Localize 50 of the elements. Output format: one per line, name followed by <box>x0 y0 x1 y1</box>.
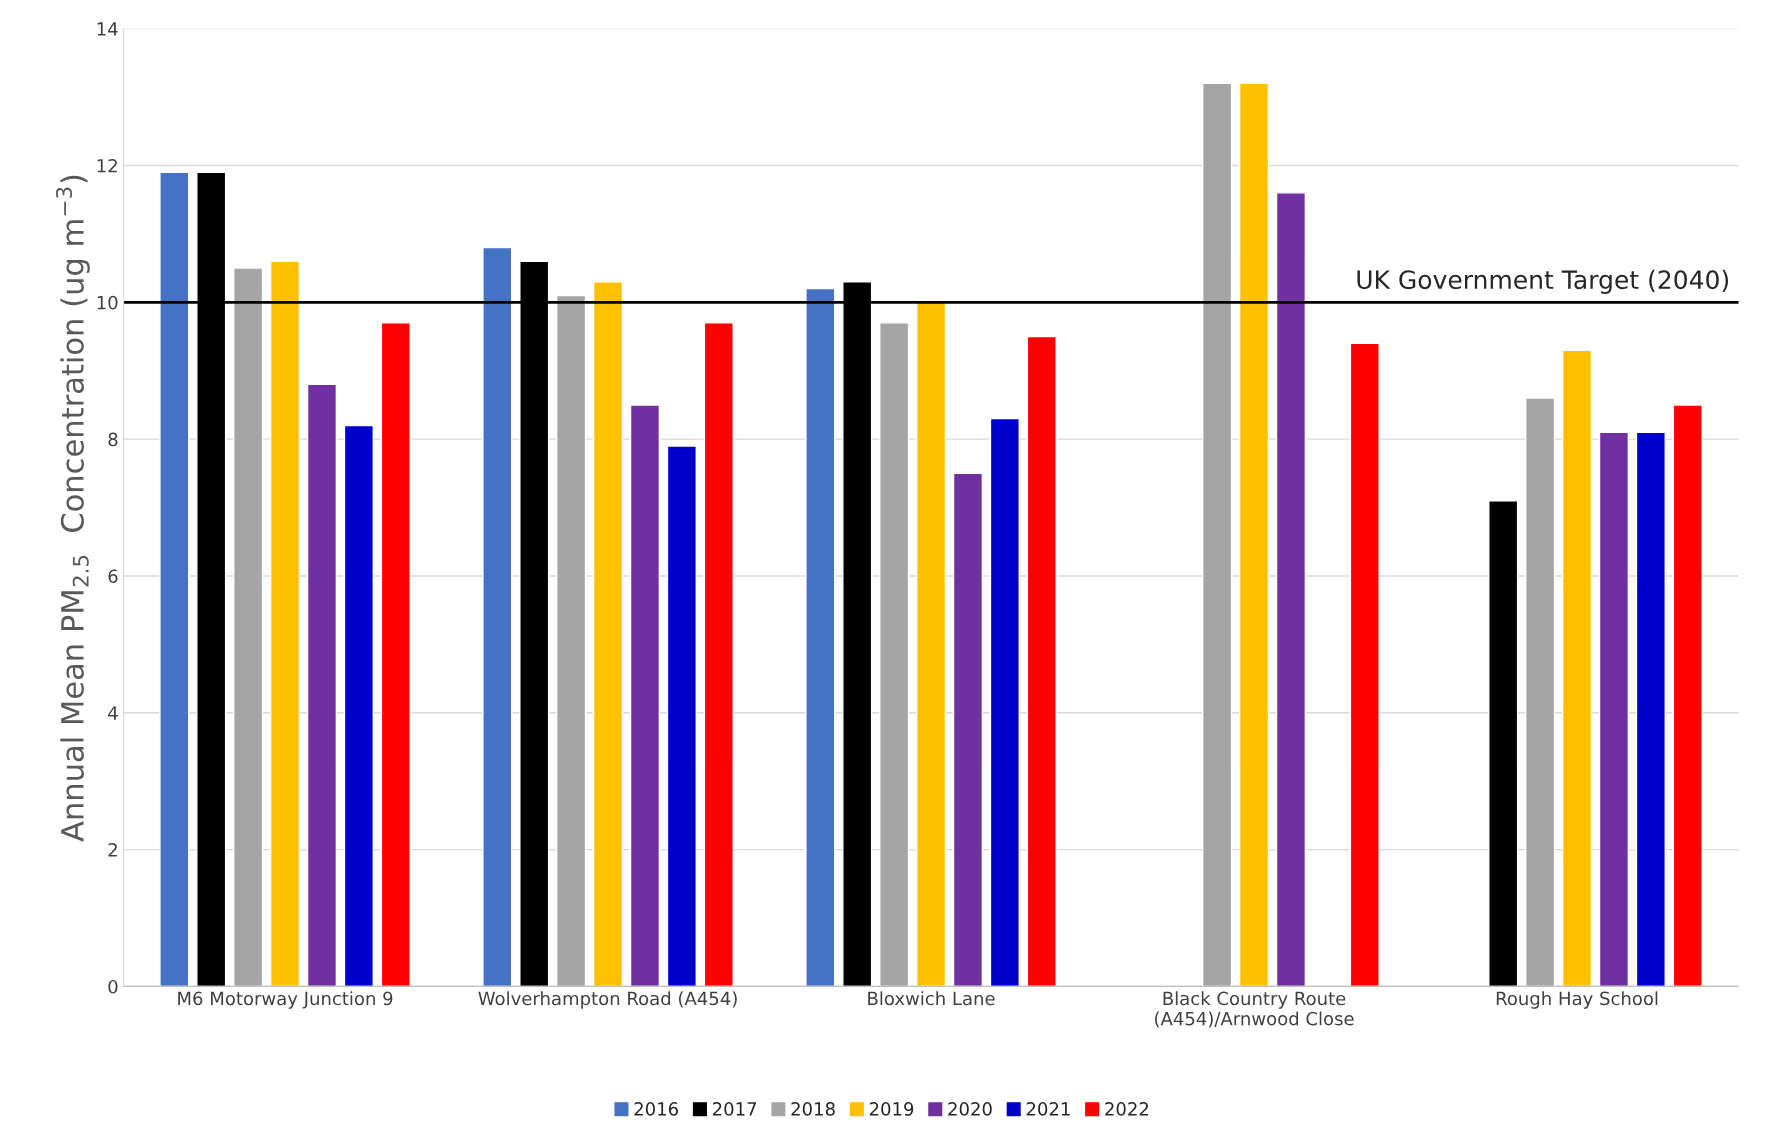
y-tick-label: 2 <box>108 843 117 857</box>
legend-label: 2018 <box>791 1102 835 1116</box>
x-tick-label: Bloxwich Lane <box>868 991 995 1006</box>
bar <box>233 267 264 987</box>
bar <box>159 171 190 987</box>
y-tick-label: 0 <box>108 979 118 994</box>
legend-label: 2017 <box>712 1102 757 1116</box>
y-tick-label: 6 <box>108 569 118 584</box>
bar <box>666 445 697 987</box>
x-tick-label: Wolverhampton Road (A454) <box>478 991 737 1009</box>
legend-label: 2016 <box>634 1102 679 1116</box>
ref-line-label: UK Government Target (2040) <box>1357 269 1729 294</box>
y-tick-label: 10 <box>97 295 118 310</box>
x-tick-label: Rough Hay School <box>1496 991 1658 1009</box>
bar <box>1026 335 1057 987</box>
bar <box>1525 397 1556 987</box>
bar <box>1635 431 1666 987</box>
bar <box>1275 192 1307 987</box>
x-tick-label: Black Country Route (A454)/Arnwood Close <box>1155 991 1354 1028</box>
bar <box>1561 349 1593 987</box>
legend-label: 2022 <box>1105 1102 1149 1116</box>
bar <box>380 322 411 987</box>
y-tick-label: 14 <box>97 22 118 36</box>
bar <box>1598 431 1630 987</box>
y-tick-label: 12 <box>97 158 117 173</box>
bar <box>879 322 910 987</box>
legend-label: 2019 <box>869 1102 914 1116</box>
bar <box>1672 404 1703 987</box>
bar <box>556 294 587 987</box>
bar <box>306 383 338 987</box>
bar <box>703 322 734 987</box>
bar <box>1349 342 1380 987</box>
bar <box>952 472 984 987</box>
y-axis-title: Annual Mean PM$_{2.5}$ Concentration (ug m$^{−3}$) <box>55 175 90 842</box>
bar <box>269 260 301 987</box>
bar <box>805 287 836 987</box>
bar <box>1202 82 1233 987</box>
x-tick-label: M6 Motorway Junction 9 <box>178 991 393 1009</box>
bar <box>1488 500 1519 987</box>
y-tick-label: 4 <box>108 706 118 720</box>
legend-label: 2020 <box>948 1102 992 1116</box>
bar <box>343 424 374 987</box>
bar <box>989 417 1020 987</box>
bar <box>592 281 624 987</box>
bar <box>915 301 947 987</box>
y-tick-label: 8 <box>108 432 118 447</box>
bar <box>482 246 513 987</box>
legend-label: 2021 <box>1026 1102 1070 1116</box>
bar <box>629 404 661 987</box>
bar <box>1238 82 1270 987</box>
